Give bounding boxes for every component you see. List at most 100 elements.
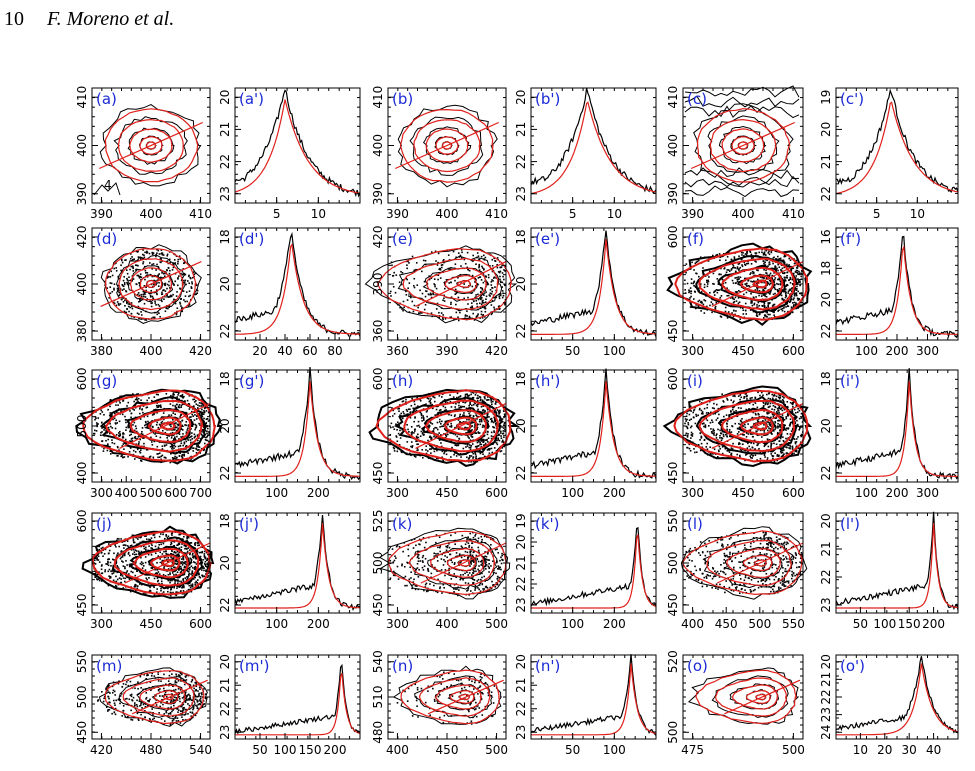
scatter-dot (431, 403, 433, 406)
model-contour (377, 247, 513, 321)
scatter-dot (161, 300, 163, 303)
scatter-dot (783, 266, 786, 269)
scatter-dot (466, 266, 469, 269)
scatter-dot (174, 436, 176, 438)
scatter-dot (758, 251, 761, 254)
scatter-dot (756, 304, 758, 306)
scatter-dot (481, 401, 484, 404)
x-tick-label: 450 (732, 344, 755, 358)
scatter-dot (709, 291, 711, 294)
scatter-dot (502, 275, 504, 278)
scatter-dot (739, 456, 741, 458)
scatter-dot (151, 295, 154, 298)
scatter-dot (750, 300, 752, 302)
scatter-dot (121, 289, 124, 291)
scatter-dot (791, 287, 793, 289)
scatter-dot (693, 280, 696, 283)
scatter-dot (735, 300, 738, 302)
y-tick-label: 600 (371, 368, 385, 391)
scatter-dot (171, 447, 173, 450)
scatter-dot (722, 415, 725, 418)
scatter-dot (178, 433, 181, 435)
scatter-dot (101, 411, 104, 413)
scatter-dot (179, 258, 182, 260)
scatter-dot (744, 423, 746, 426)
scatter-dot (777, 426, 779, 429)
scatter-dot (762, 288, 764, 291)
scatter-dot (726, 428, 728, 431)
y-tick-label: 23 (514, 186, 528, 201)
scatter-dot (454, 433, 457, 436)
scatter-dot (472, 421, 475, 424)
scatter-dot (452, 396, 455, 398)
scatter-dot (780, 428, 782, 431)
scatter-dot (442, 318, 444, 321)
scatter-dot (135, 268, 138, 271)
scatter-dot (493, 257, 495, 259)
scatter-dot (472, 403, 475, 406)
scatter-dot (795, 289, 798, 292)
scatter-dot (492, 280, 494, 282)
scatter-dot (477, 408, 479, 411)
scatter-dot (472, 460, 475, 463)
scatter-dot (745, 291, 748, 294)
scatter-dot (702, 303, 705, 306)
scatter-dot (740, 407, 742, 409)
scatter-dot (761, 281, 763, 284)
scatter-dot (767, 304, 769, 307)
scatter-dot (450, 414, 453, 417)
observed-contour (394, 396, 504, 456)
scatter-dot (170, 278, 173, 281)
scatter-dot (488, 452, 491, 454)
scatter-dot (430, 436, 433, 439)
scatter-dot (183, 272, 186, 275)
scatter-dot (789, 259, 792, 262)
scatter-dot (500, 430, 502, 433)
scatter-dot (445, 409, 447, 411)
scatter-dot (153, 440, 156, 443)
scatter-dot (480, 298, 482, 301)
scatter-dot (143, 254, 145, 257)
scatter-dot (756, 287, 758, 290)
scatter-dot (735, 410, 737, 412)
scatter-dot (422, 419, 425, 421)
observed-contour (75, 388, 223, 465)
scatter-dot (407, 408, 410, 411)
scatter-dot (490, 281, 493, 283)
scatter-dot (484, 256, 487, 259)
scatter-dot (430, 296, 433, 299)
scatter-dot (144, 278, 146, 281)
scatter-dot (137, 442, 140, 445)
scatter-dot (394, 291, 397, 294)
scatter-dot (795, 293, 798, 296)
scatter-dot (471, 291, 474, 294)
scatter-dot (146, 252, 148, 254)
scatter-dot (688, 413, 691, 416)
scatter-dot (203, 411, 206, 414)
scatter-dot (436, 449, 438, 452)
scatter-dot (483, 306, 486, 309)
scatter-dot (177, 392, 180, 395)
scatter-dot (103, 447, 105, 450)
scatter-dot (195, 400, 197, 402)
panel-label: (c') (840, 90, 864, 108)
scatter-dot (117, 455, 119, 457)
scatter-dot (703, 407, 706, 410)
scatter-dot (167, 307, 169, 310)
scatter-dot (471, 305, 473, 308)
scatter-dot (477, 293, 479, 296)
scatter-dot (494, 420, 497, 423)
scatter-dot (500, 281, 502, 283)
scatter-dot (728, 270, 731, 273)
scatter-dot (731, 266, 734, 269)
scatter-dot (150, 317, 153, 320)
scatter-dot (93, 432, 95, 435)
y-tick-label: 400 (371, 134, 385, 157)
scatter-dot (450, 440, 452, 442)
scatter-dot (184, 295, 187, 297)
scatter-dot (102, 450, 105, 452)
scatter-dot (771, 408, 773, 410)
scatter-dot (744, 309, 747, 312)
scatter-dot (502, 410, 505, 412)
scatter-dot (796, 285, 798, 288)
